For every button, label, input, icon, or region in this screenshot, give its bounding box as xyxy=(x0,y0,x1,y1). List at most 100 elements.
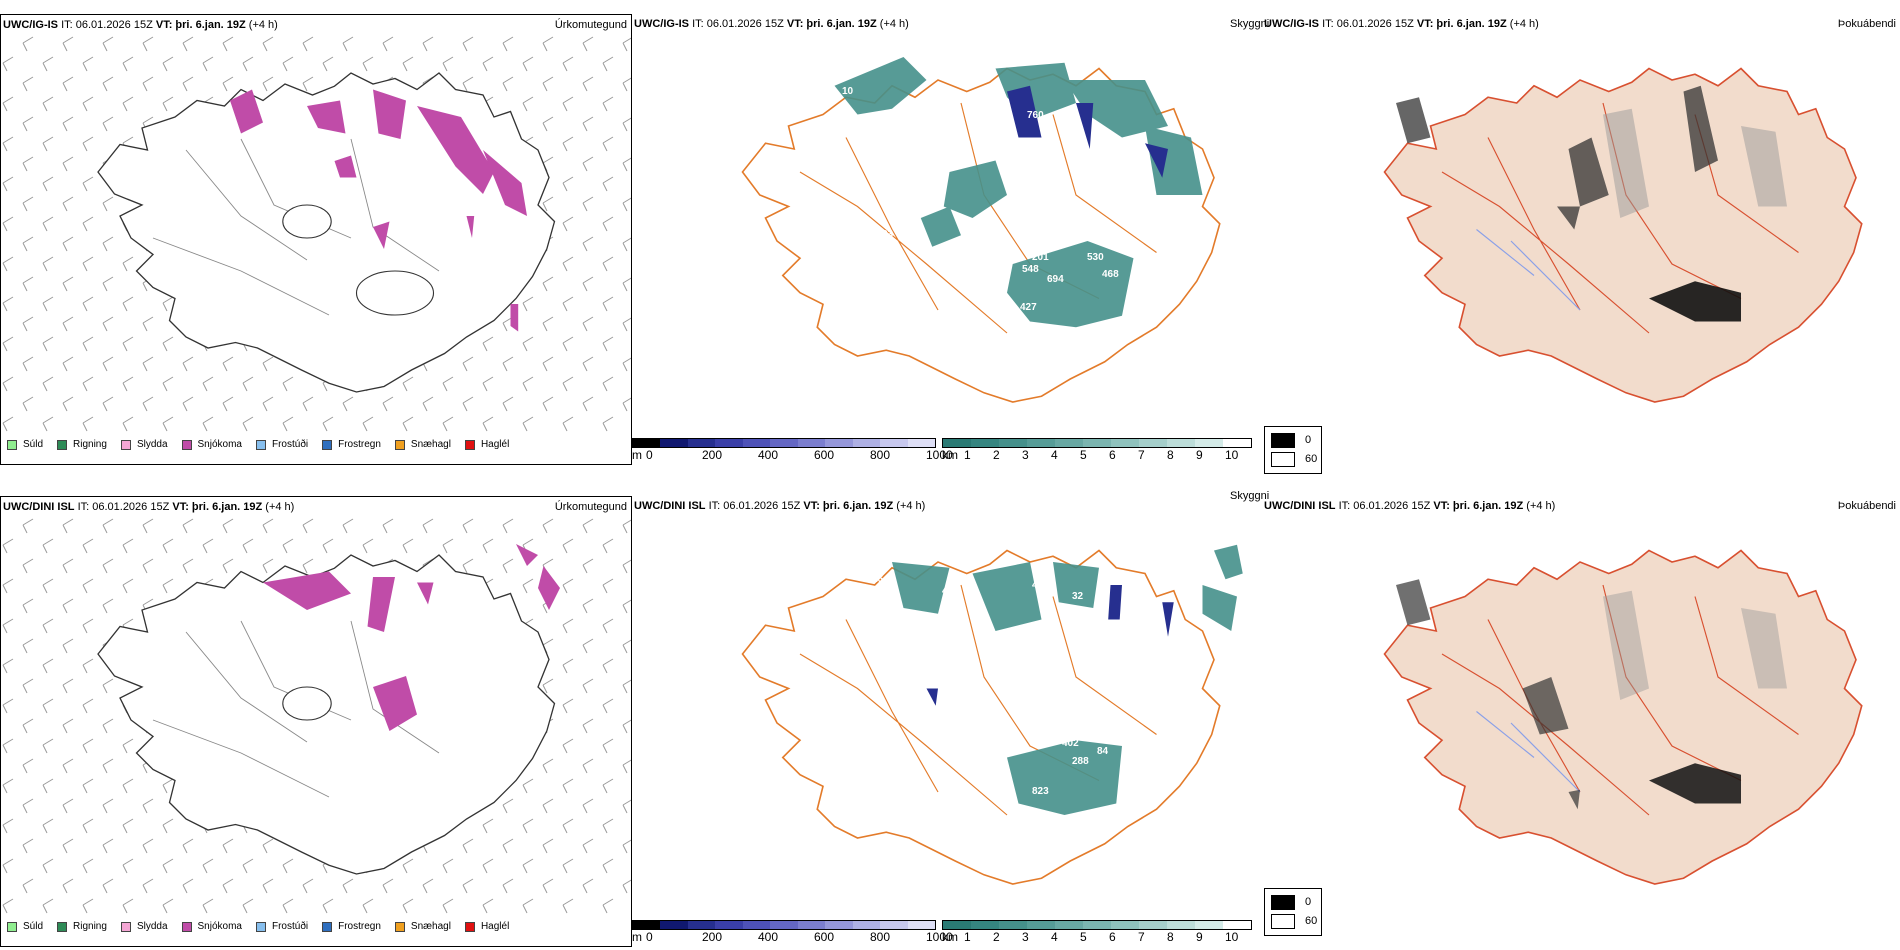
colorbar-segment xyxy=(1223,921,1251,929)
cloud-base-value-label: 395 xyxy=(932,741,949,752)
cloud-base-value-label: 402 xyxy=(1062,738,1079,749)
colorbar-segment xyxy=(770,921,798,929)
colorbar-tick: 0 xyxy=(646,930,653,944)
lead-time: (+4 h) xyxy=(1526,500,1556,512)
colorbar-tick: 9 xyxy=(1196,448,1203,462)
colorbar-segment xyxy=(1167,921,1195,929)
cloud-base-value-label: 25 xyxy=(1112,626,1124,637)
model-name: UWC/IG-IS xyxy=(1264,18,1319,30)
colorbar-segment xyxy=(1139,439,1167,447)
colorbar-tick: 4 xyxy=(1051,930,1058,944)
cloud-base-value-label: 271 xyxy=(932,252,949,263)
colorbar-segment xyxy=(943,921,971,929)
precip-legend-item: Súld xyxy=(7,439,43,450)
precip-type-panel-1: UWC/IG-IS IT: 06.01.2026 15Z VT: þri. 6.… xyxy=(0,14,632,465)
precip-legend-item: Snjókoma xyxy=(181,921,242,932)
colorbar-tick: 7 xyxy=(1138,448,1145,462)
fog-legend-low: 0 xyxy=(1305,434,1312,446)
cloud-base-value-label: 16 xyxy=(872,574,884,585)
colorbar-segment xyxy=(715,921,743,929)
legend-label: Súld xyxy=(23,439,44,450)
cloud-base-value-label: 259 xyxy=(1087,164,1104,175)
colorbar-tick: 0 xyxy=(646,448,653,462)
legend-swatch xyxy=(181,439,192,450)
legend-label: Frostregn xyxy=(338,921,381,932)
model-name: UWC/DINI ISL xyxy=(1264,500,1336,512)
model-name: UWC/IG-IS xyxy=(3,19,58,31)
cloud-base-value-label: 37 xyxy=(900,114,912,125)
lead-time: (+4 h) xyxy=(265,501,295,513)
precip-legend-1: Súld Rigning Slydda Snjókoma Frostúði Frostre… xyxy=(7,439,523,450)
colorbar-segment xyxy=(907,439,935,447)
cloud-base-value-label: 109 xyxy=(1072,142,1089,153)
cloud-panel-1: UWC/IG-IS IT: 06.01.2026 15Z VT: þri. 6.… xyxy=(632,14,1269,463)
colorbar-tick: 600 xyxy=(814,448,835,462)
colorbar-segment xyxy=(1223,439,1251,447)
valid-time: þri. 6.jan. 19Z xyxy=(1436,18,1507,30)
colorbar-segment xyxy=(797,439,826,447)
colorbar-segment xyxy=(999,921,1027,929)
colorbar-segment xyxy=(633,439,661,447)
valid-time: þri. 6.jan. 19Z xyxy=(191,501,263,513)
legend-swatch xyxy=(57,921,68,932)
cloud-base-value-label: 16 xyxy=(882,132,894,143)
cloud-base-value-label: 84 xyxy=(1097,746,1109,757)
cloud-base-value-label: 32 xyxy=(1072,591,1084,602)
cloud-map-2 xyxy=(741,544,1243,885)
colorbar-unit: m xyxy=(632,448,642,462)
cloud-base-value-label: 82 xyxy=(1072,649,1084,660)
colorbar-tick: 5 xyxy=(1080,930,1087,944)
valid-time: þri. 6.jan. 19Z xyxy=(822,500,894,512)
cloud-base-value-label: 468 xyxy=(1102,269,1119,280)
precip-legend-item: Súld xyxy=(7,921,43,932)
precip-type-panel-2: UWC/DINI ISL IT: 06.01.2026 15Z VT: þri.… xyxy=(0,496,632,947)
lead-time: (+4 h) xyxy=(1509,18,1539,30)
legend-label: Frostúði xyxy=(271,921,309,932)
cloud-base-value-label: 530 xyxy=(1087,252,1104,263)
panel-title-cloud: Skyggni xyxy=(1230,490,1270,502)
colorbar-segment xyxy=(943,439,971,447)
init-time: IT: 06.01.2026 15Z xyxy=(1322,18,1414,30)
colorbar-segment xyxy=(1111,439,1139,447)
valid-time: þri. 6.jan. 19Z xyxy=(175,19,246,31)
colorbar-segment xyxy=(880,439,908,447)
colorbar-segment xyxy=(852,921,881,929)
colorbar-segment xyxy=(1027,921,1055,929)
valid-time-label: VT: xyxy=(786,18,804,30)
colorbar-tick: 200 xyxy=(702,930,723,944)
legend-label: Snæhagl xyxy=(410,439,451,450)
precip-legend-item: Frostregn xyxy=(322,921,381,932)
valid-time-label: VT: xyxy=(155,19,173,31)
cloud-base-value-label: 10 xyxy=(842,86,854,97)
precip-legend-item: Rigning xyxy=(57,439,107,450)
colorbar-segment xyxy=(880,921,908,929)
precip-legend-item: Rigning xyxy=(57,921,107,932)
legend-label: Slydda xyxy=(136,439,168,450)
fog-legend-low: 0 xyxy=(1305,896,1312,908)
cloud-base-value-label: 42 xyxy=(942,586,954,597)
cloud-base-value-label: 548 xyxy=(1022,264,1039,275)
legend-swatch xyxy=(255,439,266,450)
colorbar-tick: 5 xyxy=(1080,448,1087,462)
legend-swatch xyxy=(322,921,333,932)
init-time: IT: 06.01.2026 15Z xyxy=(61,19,153,31)
fog-legend-high: 60 xyxy=(1305,453,1318,465)
colorbar-segment xyxy=(852,439,881,447)
cloud-base-value-label: 188 xyxy=(932,714,949,725)
precip-legend-item: Snæhagl xyxy=(394,439,451,450)
cloud-base-value-label: 760 xyxy=(1027,110,1044,121)
fog-map-1 xyxy=(1383,67,1863,403)
fog-map-2 xyxy=(1383,549,1863,885)
cloud-base-value-label: 694 xyxy=(1047,274,1064,285)
cloud-base-value-label: 11 xyxy=(834,109,845,120)
cloud-base-value-label: 823 xyxy=(1032,786,1049,797)
colorbar-tick: 6 xyxy=(1109,448,1116,462)
cloud-base-value-label: 510 xyxy=(902,214,919,225)
legend-label: Frostregn xyxy=(338,439,381,450)
cloud-base-value-label: 176 xyxy=(992,738,1009,749)
cloud-base-value-label: 53 xyxy=(887,182,899,193)
panel-header-1: UWC/IG-IS IT: 06.01.2026 15Z VT: þri. 6.… xyxy=(3,19,278,31)
legend-swatch xyxy=(464,921,475,932)
cloud-panel-2: UWC/DINI ISL IT: 06.01.2026 15Z VT: þri.… xyxy=(632,490,1269,945)
legend-swatch xyxy=(120,439,131,450)
